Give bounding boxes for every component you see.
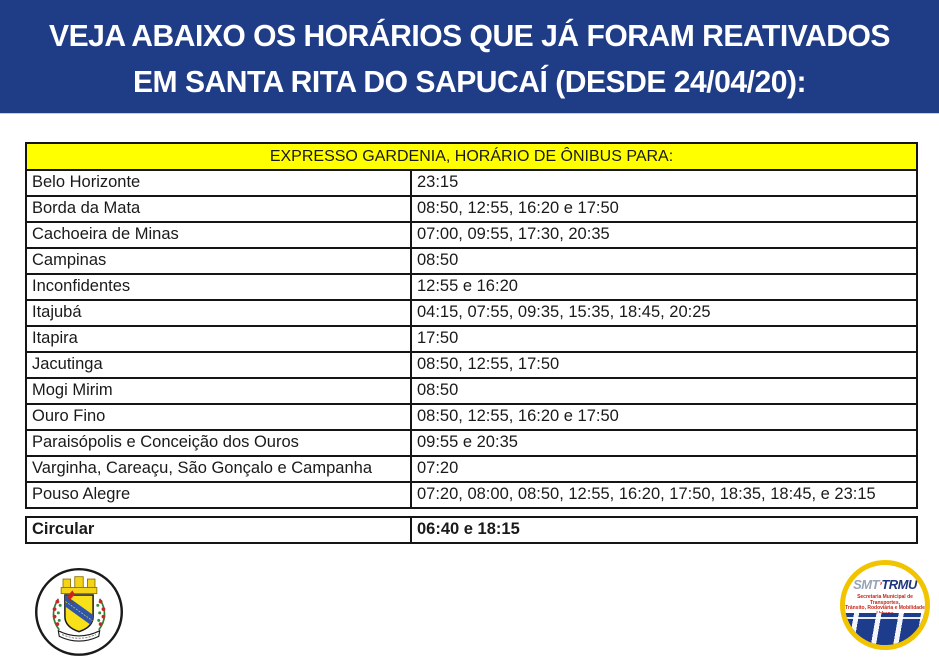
destination-cell: Borda da Mata — [25, 195, 412, 223]
destination-cell: Inconfidentes — [25, 273, 412, 301]
smttrmu-subtitle-line1: Secretaria Municipal de Transportes, — [857, 594, 913, 606]
destination-cell: Jacutinga — [25, 351, 412, 379]
destination-cell: Cachoeira de Minas — [25, 221, 412, 249]
bus-schedule-table: EXPRESSO GARDENIA, HORÁRIO DE ÔNIBUS PAR… — [25, 142, 918, 509]
times-cell: 09:55 e 20:35 — [410, 429, 918, 457]
circular-label-cell: Circular — [25, 516, 412, 544]
city-crest-logo — [32, 564, 126, 658]
destination-cell: Pouso Alegre — [25, 481, 412, 509]
times-cell: 08:50 — [410, 247, 918, 275]
times-cell: 08:50 — [410, 377, 918, 405]
destination-cell: Varginha, Careaçu, São Gonçalo e Campanh… — [25, 455, 412, 483]
times-cell: 07:00, 09:55, 17:30, 20:35 — [410, 221, 918, 249]
table-row: Borda da Mata 08:50, 12:55, 16:20 e 17:5… — [25, 195, 918, 223]
table-row: Circular 06:40 e 18:15 — [25, 516, 918, 544]
times-cell: 17:50 — [410, 325, 918, 353]
times-cell: 08:50, 12:55, 17:50 — [410, 351, 918, 379]
table-row: Belo Horizonte 23:15 — [25, 169, 918, 197]
destination-cell: Paraisópolis e Conceição dos Ouros — [25, 429, 412, 457]
destination-cell: Itajubá — [25, 299, 412, 327]
times-cell: 07:20, 08:00, 08:50, 12:55, 16:20, 17:50… — [410, 481, 918, 509]
table-row: Itajubá 04:15, 07:55, 09:35, 15:35, 18:4… — [25, 299, 918, 327]
smttrmu-red-tick: ʼ — [879, 581, 882, 592]
coat-of-arms-icon — [35, 567, 123, 656]
destination-cell: Campinas — [25, 247, 412, 275]
banner-title-line1: VEJA ABAIXO OS HORÁRIOS QUE JÁ FORAM REA… — [49, 18, 890, 53]
circular-times-cell: 06:40 e 18:15 — [410, 516, 918, 544]
times-cell: 08:50, 12:55, 16:20 e 17:50 — [410, 195, 918, 223]
times-cell: 04:15, 07:55, 09:35, 15:35, 18:45, 20:25 — [410, 299, 918, 327]
table-header-row: EXPRESSO GARDENIA, HORÁRIO DE ÔNIBUS PAR… — [25, 142, 918, 171]
header-banner: VEJA ABAIXO OS HORÁRIOS QUE JÁ FORAM REA… — [0, 0, 939, 113]
table-row: Ouro Fino 08:50, 12:55, 16:20 e 17:50 — [25, 403, 918, 431]
destination-cell: Belo Horizonte — [25, 169, 412, 197]
times-cell: 08:50, 12:55, 16:20 e 17:50 — [410, 403, 918, 431]
circular-schedule-table: Circular 06:40 e 18:15 — [25, 516, 918, 544]
banner-title-line2: EM SANTA RITA DO SAPUCAÍ (DESDE 24/04/20… — [132, 64, 807, 99]
destination-cell: Ouro Fino — [25, 403, 412, 431]
table-row: Campinas 08:50 — [25, 247, 918, 275]
smttrmu-logo: SMTʼTRMU Secretaria Municipal de Transpo… — [840, 560, 930, 650]
destination-cell: Mogi Mirim — [25, 377, 412, 405]
table-header: EXPRESSO GARDENIA, HORÁRIO DE ÔNIBUS PAR… — [25, 142, 918, 171]
table-row: Paraisópolis e Conceição dos Ouros 09:55… — [25, 429, 918, 457]
table-row: Jacutinga 08:50, 12:55, 17:50 — [25, 351, 918, 379]
smttrmu-acronym-right: TRMU — [881, 577, 917, 592]
road-crosswalk-icon — [845, 613, 925, 645]
table-row: Cachoeira de Minas 07:00, 09:55, 17:30, … — [25, 221, 918, 249]
table-row: Inconfidentes 12:55 e 16:20 — [25, 273, 918, 301]
table-row: Pouso Alegre 07:20, 08:00, 08:50, 12:55,… — [25, 481, 918, 509]
table-row: Varginha, Careaçu, São Gonçalo e Campanh… — [25, 455, 918, 483]
times-cell: 07:20 — [410, 455, 918, 483]
times-cell: 12:55 e 16:20 — [410, 273, 918, 301]
smttrmu-acronym: SMTʼTRMU — [845, 578, 925, 593]
table-row: Mogi Mirim 08:50 — [25, 377, 918, 405]
destination-cell: Itapira — [25, 325, 412, 353]
table-row: Itapira 17:50 — [25, 325, 918, 353]
smttrmu-acronym-left: SMT — [853, 577, 880, 592]
times-cell: 23:15 — [410, 169, 918, 197]
